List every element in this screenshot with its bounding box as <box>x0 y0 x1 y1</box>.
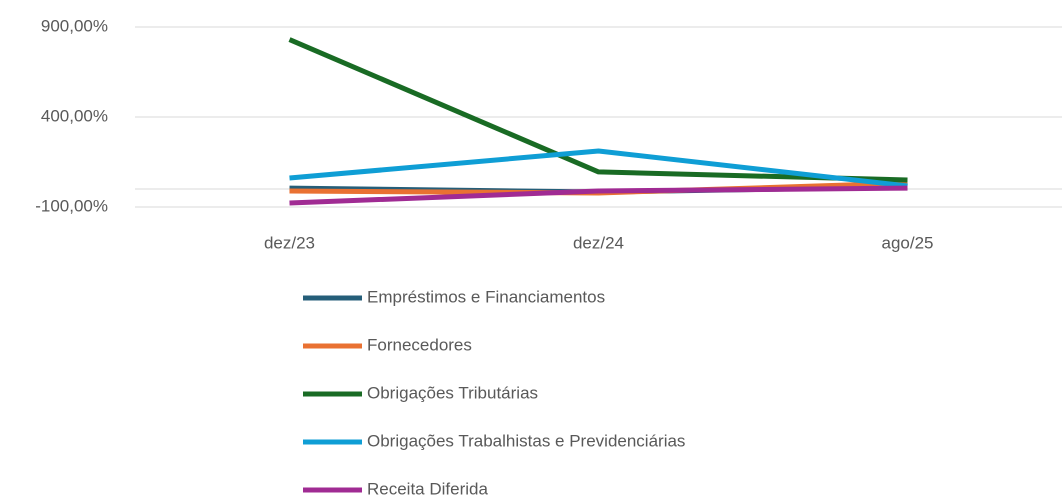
series-line <box>289 185 908 206</box>
legend-label: Obrigações Trabalhistas e Previdenciária… <box>367 431 685 450</box>
x-tick-label: dez/23 <box>264 233 315 252</box>
legend-label: Empréstimos e Financiamentos <box>367 287 605 306</box>
legend-label: Obrigações Tributárias <box>367 383 538 402</box>
legend-label: Receita Diferida <box>367 479 488 498</box>
y-tick-label: 400,00% <box>41 106 108 125</box>
series-line <box>288 37 908 183</box>
x-tick-label: dez/24 <box>573 233 624 252</box>
y-tick-label: -100,00% <box>35 196 108 215</box>
y-tick-label: 900,00% <box>41 16 108 35</box>
x-tick-label: ago/25 <box>882 233 934 252</box>
series-line <box>289 148 908 189</box>
legend-label: Fornecedores <box>367 335 472 354</box>
